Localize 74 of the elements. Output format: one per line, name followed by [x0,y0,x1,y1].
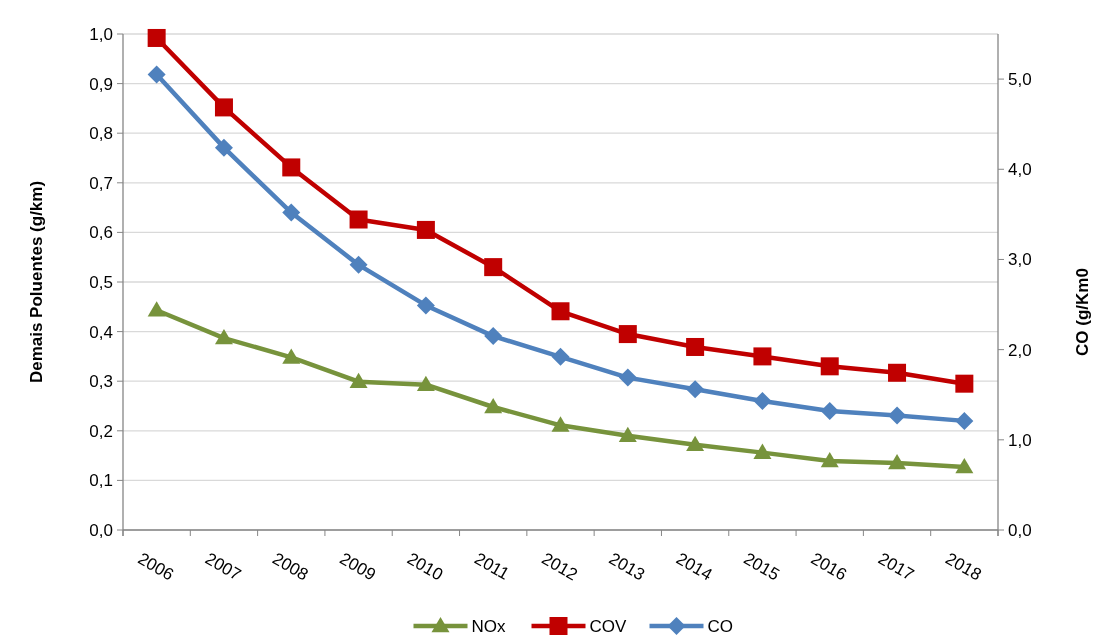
point [214,329,233,345]
point [888,406,907,425]
point [484,397,503,414]
y2-tick-label: 2,0 [1008,340,1032,360]
x-tick-label: 2010 [403,549,447,585]
point [618,426,637,443]
point [349,372,368,388]
point [551,416,570,432]
x-tick-label: 2008 [269,549,312,585]
point [753,443,772,459]
point [349,210,368,229]
point [618,325,637,344]
x-tick-label: 2015 [740,549,783,585]
point [955,458,974,474]
y-tick-label: 0,3 [89,372,113,392]
point [484,258,503,277]
y-tick-label: 1,0 [89,24,113,44]
x-tick-label: 2013 [605,549,649,585]
x-tick-label: 2006 [134,549,177,585]
x-tick-label: 2007 [201,549,245,585]
point [820,452,839,468]
y-tick-label: 0,5 [89,272,113,292]
y2-axis-title: CO (g/Km0 [1073,268,1092,356]
y-tick-label: 0,8 [89,124,113,144]
point [955,374,974,393]
x-tick-label: 2011 [471,549,513,584]
point [888,454,907,470]
point [416,296,435,315]
point [147,65,166,84]
x-tick-label: 2014 [673,549,716,585]
y2-tick-label: 1,0 [1008,430,1032,450]
y-tick-label: 0,0 [89,520,113,540]
point [618,368,637,387]
point [282,348,301,364]
point [282,158,301,177]
y2-tick-label: 0,0 [1008,520,1032,540]
y-tick-label: 0,1 [89,471,113,491]
point [888,363,907,382]
point [686,337,705,356]
legend-label: NOx [471,616,506,636]
point [551,347,570,366]
point [551,302,570,321]
y-tick-label: 0,2 [89,421,113,441]
point [147,28,166,47]
point [753,347,772,366]
x-tick-label: 2009 [336,549,379,585]
y-tick-label: 0,9 [89,74,113,94]
y2-tick-label: 5,0 [1008,70,1032,90]
legend-label: COV [589,616,627,636]
point [214,138,233,157]
point [686,380,705,399]
y-axis-title: Demais Poluentes (g/km) [27,180,46,384]
x-tick-label: 2016 [807,549,850,585]
point [484,327,503,346]
x-tick-label: 2017 [875,549,918,585]
point [416,220,435,239]
x-tick-label: 2012 [538,549,581,585]
point [820,357,839,376]
point [349,255,368,274]
y-tick-label: 0,6 [89,223,113,243]
y2-tick-label: 3,0 [1008,250,1032,270]
y2-tick-label: 4,0 [1008,160,1032,180]
point [416,375,435,391]
y-tick-label: 0,7 [89,173,113,193]
point [955,411,974,430]
point [147,301,166,317]
point [820,401,839,420]
point [282,203,301,222]
point [686,435,705,451]
y-tick-label: 0,4 [89,322,113,342]
legend-label: CO [707,616,733,636]
point [214,98,233,117]
point [753,392,772,411]
x-tick-label: 2018 [942,549,985,585]
